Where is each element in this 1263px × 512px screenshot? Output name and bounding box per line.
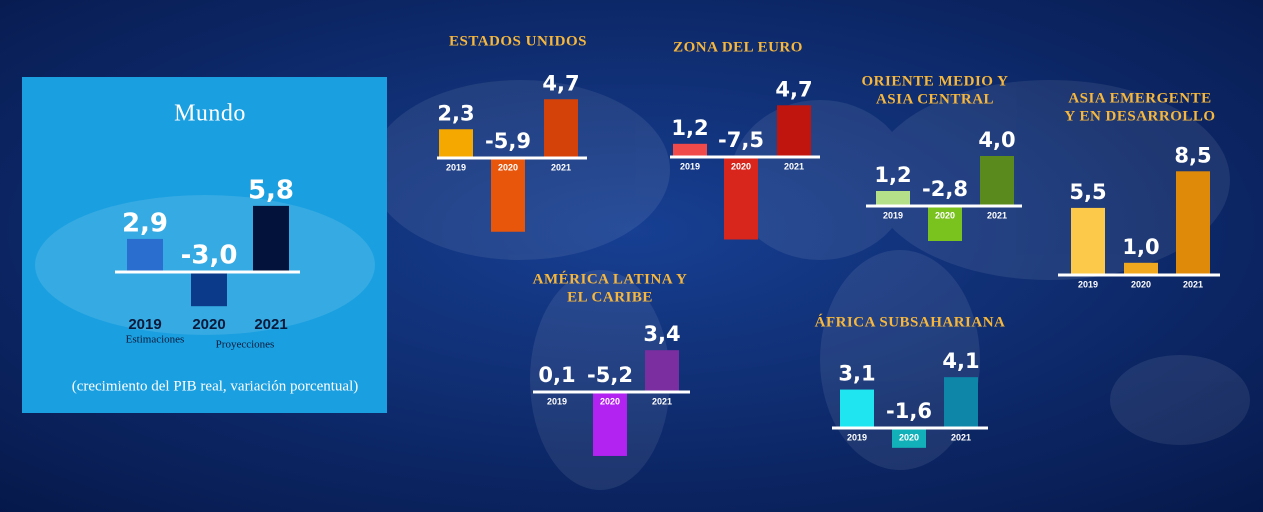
- chart-title: ASIA EMERGENTE: [1068, 90, 1211, 106]
- bar: [1124, 262, 1158, 275]
- value-label: -5,9: [485, 129, 531, 153]
- bar: [892, 428, 926, 448]
- x-tick-label: 2019: [883, 210, 903, 220]
- panel-map: [35, 195, 375, 335]
- x-tick-label: 2021: [951, 432, 971, 442]
- bar: [724, 157, 758, 240]
- value-label: 4,1: [942, 349, 979, 373]
- x-tick-label: 2020: [192, 316, 225, 333]
- chart-title: AMÉRICA LATINA Y: [533, 270, 688, 287]
- x-tick-label: 2019: [847, 432, 867, 442]
- value-label: -5,2: [587, 363, 633, 387]
- x-tick-label: 2019: [446, 162, 466, 172]
- annotation: Proyecciones: [216, 339, 275, 351]
- x-tick-label: 2020: [935, 210, 955, 220]
- x-tick-label: 2020: [1131, 279, 1151, 289]
- value-label: 5,5: [1069, 180, 1106, 204]
- bar: [980, 156, 1014, 206]
- x-tick-label: 2020: [731, 161, 751, 171]
- x-tick-label: 2021: [254, 316, 287, 333]
- x-tick-label: 2021: [987, 210, 1007, 220]
- bar: [876, 191, 910, 206]
- x-tick-label: 2020: [600, 396, 620, 406]
- chart-title: ORIENTE MEDIO Y: [862, 73, 1009, 89]
- value-label: 5,8: [248, 175, 294, 205]
- bar: [840, 389, 874, 428]
- x-tick-label: 2019: [680, 161, 700, 171]
- bar: [645, 350, 679, 392]
- annotation: Estimaciones: [126, 334, 185, 346]
- value-label: -7,5: [718, 128, 764, 152]
- x-tick-label: 2021: [551, 162, 571, 172]
- bar: [491, 158, 525, 232]
- chart-title: ZONA DEL EURO: [673, 39, 803, 55]
- bar: [439, 129, 473, 158]
- x-tick-label: 2020: [498, 162, 518, 172]
- value-label: 4,0: [978, 128, 1015, 152]
- x-tick-label: 2021: [652, 396, 672, 406]
- bar: [593, 392, 627, 456]
- value-label: 1,2: [874, 163, 911, 187]
- value-label: 3,4: [643, 322, 680, 346]
- value-label: 1,0: [1122, 235, 1159, 259]
- x-tick-label: 2019: [128, 316, 161, 333]
- chart-title: ASIA CENTRAL: [876, 91, 994, 107]
- chart-title: ESTADOS UNIDOS: [449, 33, 587, 49]
- value-label: 4,7: [542, 71, 579, 95]
- bar: [944, 377, 978, 428]
- value-label: 2,3: [437, 101, 474, 125]
- value-label: 8,5: [1174, 143, 1211, 167]
- value-label: -3,0: [181, 241, 238, 271]
- bar: [1071, 207, 1105, 275]
- bar: [127, 238, 163, 272]
- bar: [673, 143, 707, 157]
- bar: [777, 105, 811, 157]
- value-label: -2,8: [922, 177, 968, 201]
- bar: [928, 206, 962, 241]
- value-label: 0,1: [538, 363, 575, 387]
- bar: [191, 272, 227, 307]
- bar: [544, 99, 578, 158]
- bar: [253, 205, 289, 272]
- world-panel: [22, 77, 387, 413]
- x-tick-label: 2019: [547, 396, 567, 406]
- value-label: 4,7: [775, 77, 812, 101]
- chart-title: ÁFRICA SUBSAHARIANA: [815, 313, 1006, 330]
- value-label: 2,9: [122, 208, 168, 238]
- chart-title: Y EN DESARROLLO: [1064, 108, 1215, 124]
- x-tick-label: 2020: [899, 432, 919, 442]
- value-label: 3,1: [838, 362, 875, 386]
- value-label: 1,2: [671, 116, 708, 140]
- subtitle: (crecimiento del PIB real, variación por…: [72, 378, 359, 394]
- value-label: -1,6: [886, 399, 932, 423]
- x-tick-label: 2021: [1183, 279, 1203, 289]
- x-tick-label: 2019: [1078, 279, 1098, 289]
- chart-title: Mundo: [174, 101, 246, 127]
- chart-title: EL CARIBE: [567, 289, 653, 305]
- bar: [1176, 171, 1210, 275]
- x-tick-label: 2021: [784, 161, 804, 171]
